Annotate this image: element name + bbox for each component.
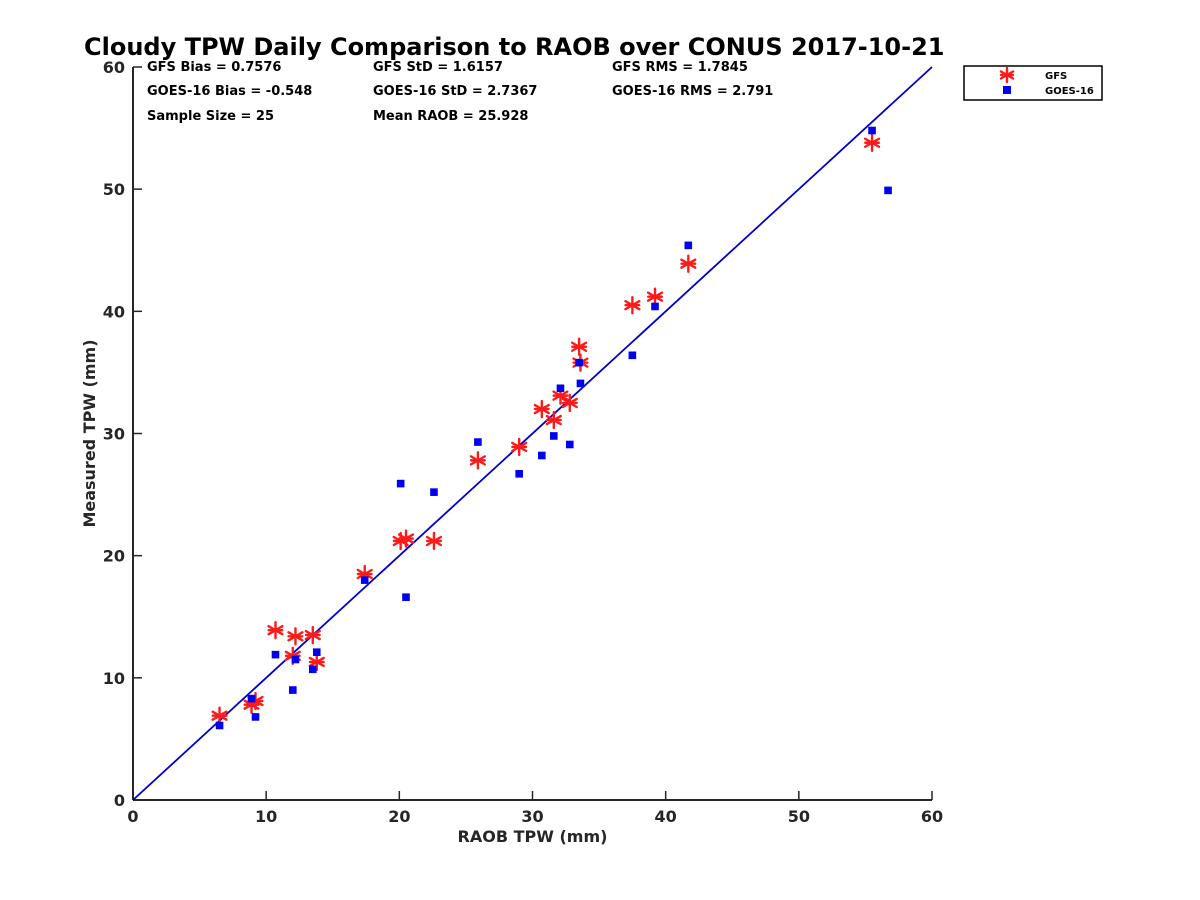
gfs-point [308, 652, 325, 672]
gfs-point [646, 287, 664, 306]
x-tick-label: 60 [921, 807, 943, 826]
gfs-point [561, 393, 578, 413]
goes16-point [402, 593, 410, 602]
x-axis-label: RAOB TPW (mm) [458, 827, 608, 846]
stat-mean-raob: Mean RAOB = 25.928 [373, 109, 528, 124]
legend-goes16-label: GOES-16 [1045, 86, 1094, 97]
series-layer [211, 126, 892, 730]
goes16-point [565, 440, 574, 449]
x-tick-label: 0 [127, 807, 138, 826]
stats-block: GFS Bias = 0.7576 GFS StD = 1.6157 GFS R… [147, 60, 773, 124]
goes16-point [515, 470, 523, 478]
gfs-point [469, 451, 487, 470]
chart-title: Cloudy TPW Daily Comparison to RAOB over… [84, 33, 944, 61]
series-gfs [211, 133, 881, 725]
goes16-point [430, 488, 438, 496]
stat-gfs-std: GFS StD = 1.6157 [373, 60, 503, 75]
goes16-point [538, 451, 546, 460]
x-tick-label: 20 [388, 807, 410, 826]
x-tick-label: 10 [255, 807, 277, 826]
reference-line-layer [132, 66, 933, 801]
legend-gfs-marker [999, 66, 1015, 84]
gfs-point [624, 296, 641, 315]
stat-sample-size: Sample Size = 25 [147, 109, 274, 124]
gfs-point [267, 620, 284, 640]
goes16-point [271, 650, 280, 659]
goes16-point [550, 432, 558, 440]
goes16-point [575, 358, 583, 367]
gfs-point [545, 410, 562, 430]
one-to-one-line [132, 66, 933, 801]
goes16-point [651, 302, 659, 311]
goes16-point [251, 713, 260, 721]
gfs-point [425, 531, 443, 551]
gfs-point [397, 529, 415, 548]
y-tick-label: 20 [103, 547, 125, 566]
y-tick-label: 40 [103, 302, 125, 321]
x-tick-label: 40 [655, 807, 677, 826]
goes16-point [308, 665, 317, 674]
legend-gfs-label: GFS [1045, 71, 1067, 82]
goes16-point [474, 438, 482, 446]
legend-gfs-asterisk [999, 66, 1015, 84]
series-goes-16 [215, 126, 892, 730]
y-tick-label: 10 [103, 669, 125, 688]
gfs-point [533, 399, 550, 419]
legend-box [963, 65, 1103, 101]
goes16-point [684, 241, 693, 250]
goes16-point [884, 186, 892, 195]
goes16-point [576, 379, 585, 388]
stat-gfs-bias: GFS Bias = 0.7576 [147, 60, 281, 75]
stat-goes-rms: GOES-16 RMS = 2.791 [612, 84, 773, 99]
gfs-point [863, 133, 881, 152]
gfs-point [304, 625, 321, 645]
y-tick-label: 50 [103, 180, 125, 199]
goes16-point [291, 655, 300, 664]
y-tick-label: 60 [103, 58, 125, 77]
goes16-point [312, 648, 321, 656]
gfs-point [211, 706, 228, 725]
goes16-point [868, 126, 876, 135]
stat-goes-bias: GOES-16 Bias = -0.548 [147, 84, 312, 99]
y-axis-label: Measured TPW (mm) [80, 339, 99, 527]
gfs-point [287, 627, 304, 646]
legend-goes16-marker [1003, 86, 1011, 94]
y-tick-label: 0 [114, 791, 125, 810]
legend: GFS GOES-16 [963, 65, 1103, 101]
axes: 0 10 20 30 40 50 60 0 10 20 30 40 50 60 RAOB TPW (mm) M… [80, 58, 943, 846]
goes16-point [556, 384, 565, 393]
y-tick-label: 30 [103, 425, 125, 444]
stat-goes-std: GOES-16 StD = 2.7367 [373, 84, 537, 99]
goes16-point [396, 479, 405, 488]
goes16-point [289, 686, 297, 694]
goes16-point [360, 576, 369, 584]
x-tick-label: 50 [788, 807, 810, 826]
gfs-point [680, 254, 697, 273]
goes16-point [215, 721, 224, 730]
goes16-point [628, 351, 637, 360]
x-tick-label: 30 [521, 807, 543, 826]
gfs-point [570, 337, 588, 356]
goes16-point [247, 694, 256, 703]
gfs-point [511, 437, 528, 457]
stat-gfs-rms: GFS RMS = 1.7845 [612, 60, 748, 75]
